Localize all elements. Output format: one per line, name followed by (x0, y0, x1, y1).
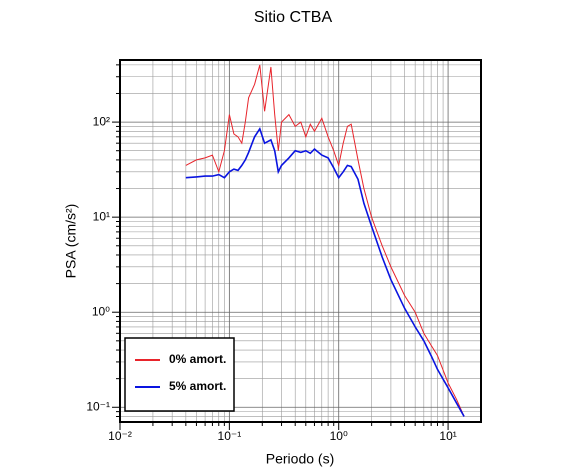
y-tick-label: 10⁻¹ (86, 399, 110, 413)
series-line (185, 64, 465, 417)
x-axis-label: Periodo (s) (266, 451, 334, 467)
x-tick-label: 10¹ (439, 429, 456, 443)
plot-frame (119, 59, 482, 423)
legend-label: 5% amort. (169, 379, 226, 393)
y-tick-label: 10¹ (93, 209, 110, 223)
x-tick-label: 10⁻² (108, 429, 132, 443)
legend-box (124, 337, 235, 412)
x-tick-label: 10⁻¹ (218, 429, 242, 443)
y-tick-label: 10⁰ (92, 304, 110, 318)
chart-title: Sitio CTBA (254, 9, 333, 26)
y-tick-label: 10² (93, 114, 110, 128)
y-axis-label: PSA (cm/s²) (63, 204, 79, 279)
legend-label: 0% amort. (169, 352, 226, 366)
series-line (185, 126, 465, 417)
x-tick-label: 10⁰ (330, 429, 348, 443)
